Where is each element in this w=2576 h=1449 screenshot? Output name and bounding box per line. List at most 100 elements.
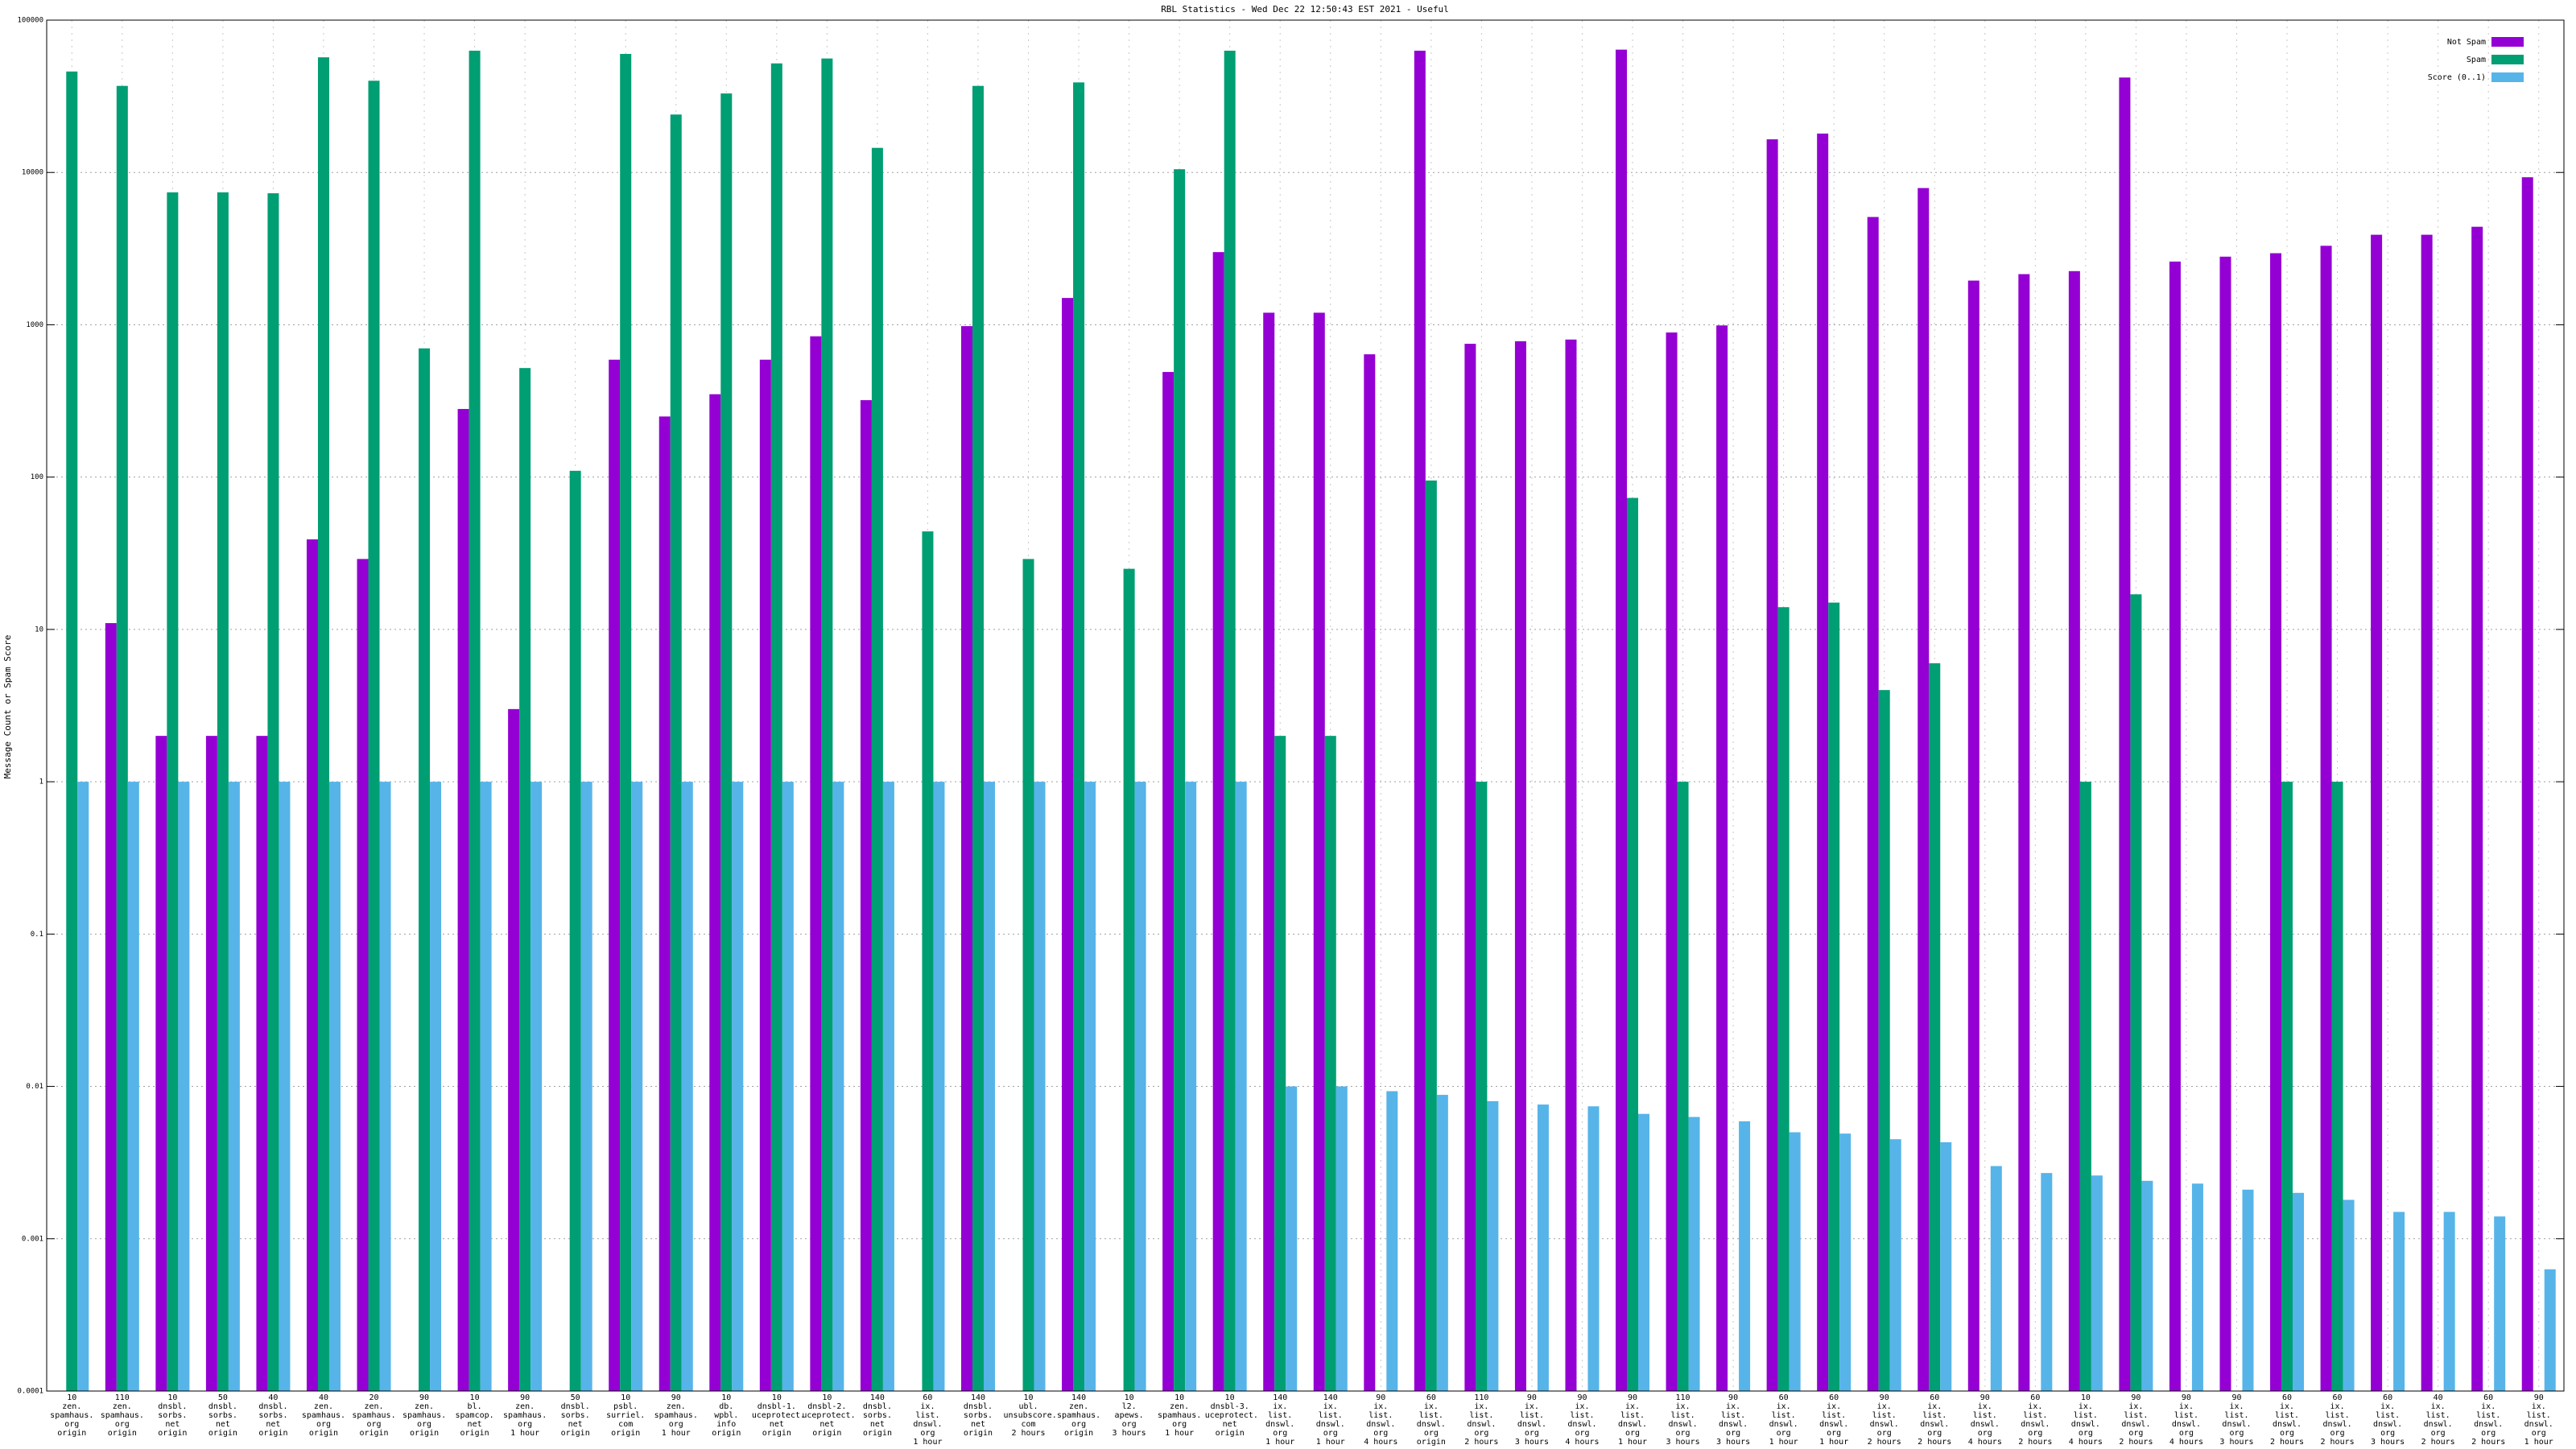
bar: [116, 85, 128, 1392]
bar: [1929, 663, 1941, 1391]
y-tick-label: 0.1: [31, 931, 43, 939]
bar: [228, 782, 240, 1391]
x-tick-label: 10 dnsbl-2. uceprotect. net origin: [802, 1393, 856, 1438]
bar: [1364, 354, 1376, 1391]
x-tick-label: 110 ix. list. dnswl. org 2 hours: [1464, 1393, 1499, 1447]
x-tick-label: 90 zen. spamhaus. org 1 hour: [654, 1393, 698, 1438]
bar: [66, 71, 78, 1391]
bar: [658, 416, 671, 1391]
x-tick-label: 50 dnsbl. sorbs. net origin: [208, 1393, 237, 1438]
bar: [1587, 1106, 1600, 1391]
x-tick-label: 140 ix. list. dnswl. org 1 hour: [1265, 1393, 1295, 1447]
bar: [2270, 253, 2282, 1391]
bar: [2130, 594, 2142, 1391]
bar: [1828, 602, 1840, 1391]
bar: [983, 782, 995, 1391]
x-tick-label: 110 zen. spamhaus. org origin: [100, 1393, 144, 1438]
bar: [1034, 782, 1046, 1391]
bar: [1313, 312, 1325, 1392]
bar: [2371, 234, 2383, 1391]
x-tick-label: 110 ix. list. dnswl. org 3 hours: [1666, 1393, 1700, 1447]
x-tick-label: 40 dnsbl. sorbs. net origin: [258, 1393, 288, 1438]
bar: [1286, 1086, 1298, 1391]
chart-title: RBL Statistics - Wed Dec 22 12:50:43 EST…: [1161, 4, 1449, 14]
bar: [328, 782, 341, 1391]
bar: [1263, 312, 1275, 1392]
bar: [770, 63, 782, 1391]
bar: [2068, 270, 2080, 1391]
bar: [2018, 274, 2030, 1392]
bar: [2141, 1180, 2153, 1391]
bar: [1185, 782, 1197, 1391]
bar: [1084, 782, 1096, 1391]
bar: [1716, 325, 1728, 1391]
bar: [759, 359, 771, 1391]
bar: [317, 57, 329, 1392]
x-tick-label: 90 ix. list. dnswl. org 2 hours: [1867, 1393, 1901, 1447]
x-tick-label: 90 ix. list. dnswl. org 1 hour: [2524, 1393, 2553, 1447]
bar: [1565, 339, 1577, 1391]
y-tick-label: 1000: [26, 321, 43, 329]
bar: [580, 782, 592, 1391]
bar: [1739, 1121, 1751, 1391]
bar: [681, 782, 693, 1391]
x-tick-label: 10 zen. spamhaus. org origin: [50, 1393, 94, 1438]
y-tick-label: 100000: [17, 17, 43, 25]
bar: [933, 782, 945, 1391]
bar: [155, 736, 167, 1391]
bar: [357, 559, 369, 1392]
x-tick-label: 20 zen. spamhaus. org origin: [352, 1393, 396, 1438]
x-tick-label: 10 dnsbl-3. uceprotect. net origin: [1204, 1393, 1258, 1438]
x-tick-label: 60 ix. list. dnswl. org 1 hour: [913, 1393, 943, 1447]
bar: [256, 736, 268, 1391]
bar: [631, 782, 643, 1391]
bar: [1324, 736, 1336, 1391]
x-tick-label: 60 ix. list. dnswl. org 2 hours: [2471, 1393, 2506, 1447]
x-tick-label: 90 zen. spamhaus. org 1 hour: [503, 1393, 547, 1438]
x-tick-label: 60 ix. list. dnswl. org 2 hours: [2269, 1393, 2305, 1447]
x-tick-label: 60 ix. list. dnswl. org 1 hour: [1819, 1393, 1849, 1447]
plot-frame: [46, 19, 2565, 1392]
bar: [77, 782, 89, 1391]
x-tick-label: 60 ix. list. dnswl. org origin: [1416, 1393, 1446, 1447]
bar: [1212, 252, 1224, 1392]
bar: [1688, 1117, 1700, 1391]
bar: [2242, 1189, 2254, 1391]
y-axis-label: Message Count or Spam Score: [2, 635, 13, 779]
bar: [2343, 1199, 2355, 1391]
bar: [2331, 782, 2343, 1391]
bar: [379, 782, 391, 1391]
bar: [1889, 1139, 1901, 1391]
bar: [832, 782, 844, 1391]
bar: [1537, 1104, 1549, 1391]
x-tick-label: 140 ix. list. dnswl. org 1 hour: [1315, 1393, 1345, 1447]
x-tick-label: 10 bl. spamcop. net origin: [455, 1393, 494, 1438]
bar: [267, 193, 279, 1391]
bar: [457, 409, 469, 1391]
bar: [1918, 188, 1930, 1391]
y-tick-label: 10000: [22, 169, 43, 177]
legend-label: Not Spam: [2447, 38, 2486, 47]
bar: [127, 782, 139, 1391]
bar: [2219, 256, 2231, 1391]
bar: [2041, 1173, 2053, 1391]
bar: [1174, 169, 1186, 1391]
bar: [1386, 1091, 1398, 1391]
bar: [1777, 607, 1790, 1391]
bar: [1817, 133, 1829, 1392]
bar: [1627, 497, 1639, 1391]
bar: [1967, 280, 1979, 1391]
bar: [1616, 49, 1628, 1392]
bar: [2544, 1269, 2556, 1391]
bar: [508, 708, 520, 1391]
bar: [1464, 344, 1476, 1391]
x-tick-label: 10 dnsbl. sorbs. net origin: [158, 1393, 188, 1438]
bar: [821, 58, 833, 1391]
bar: [1123, 568, 1135, 1391]
x-tick-label: 10 ix. list. dnswl. org 4 hours: [2068, 1393, 2103, 1447]
bar: [2191, 1183, 2203, 1391]
bar: [1476, 782, 1488, 1391]
x-tick-label: 90 zen. spamhaus. org origin: [402, 1393, 447, 1438]
bar: [1789, 1132, 1801, 1391]
